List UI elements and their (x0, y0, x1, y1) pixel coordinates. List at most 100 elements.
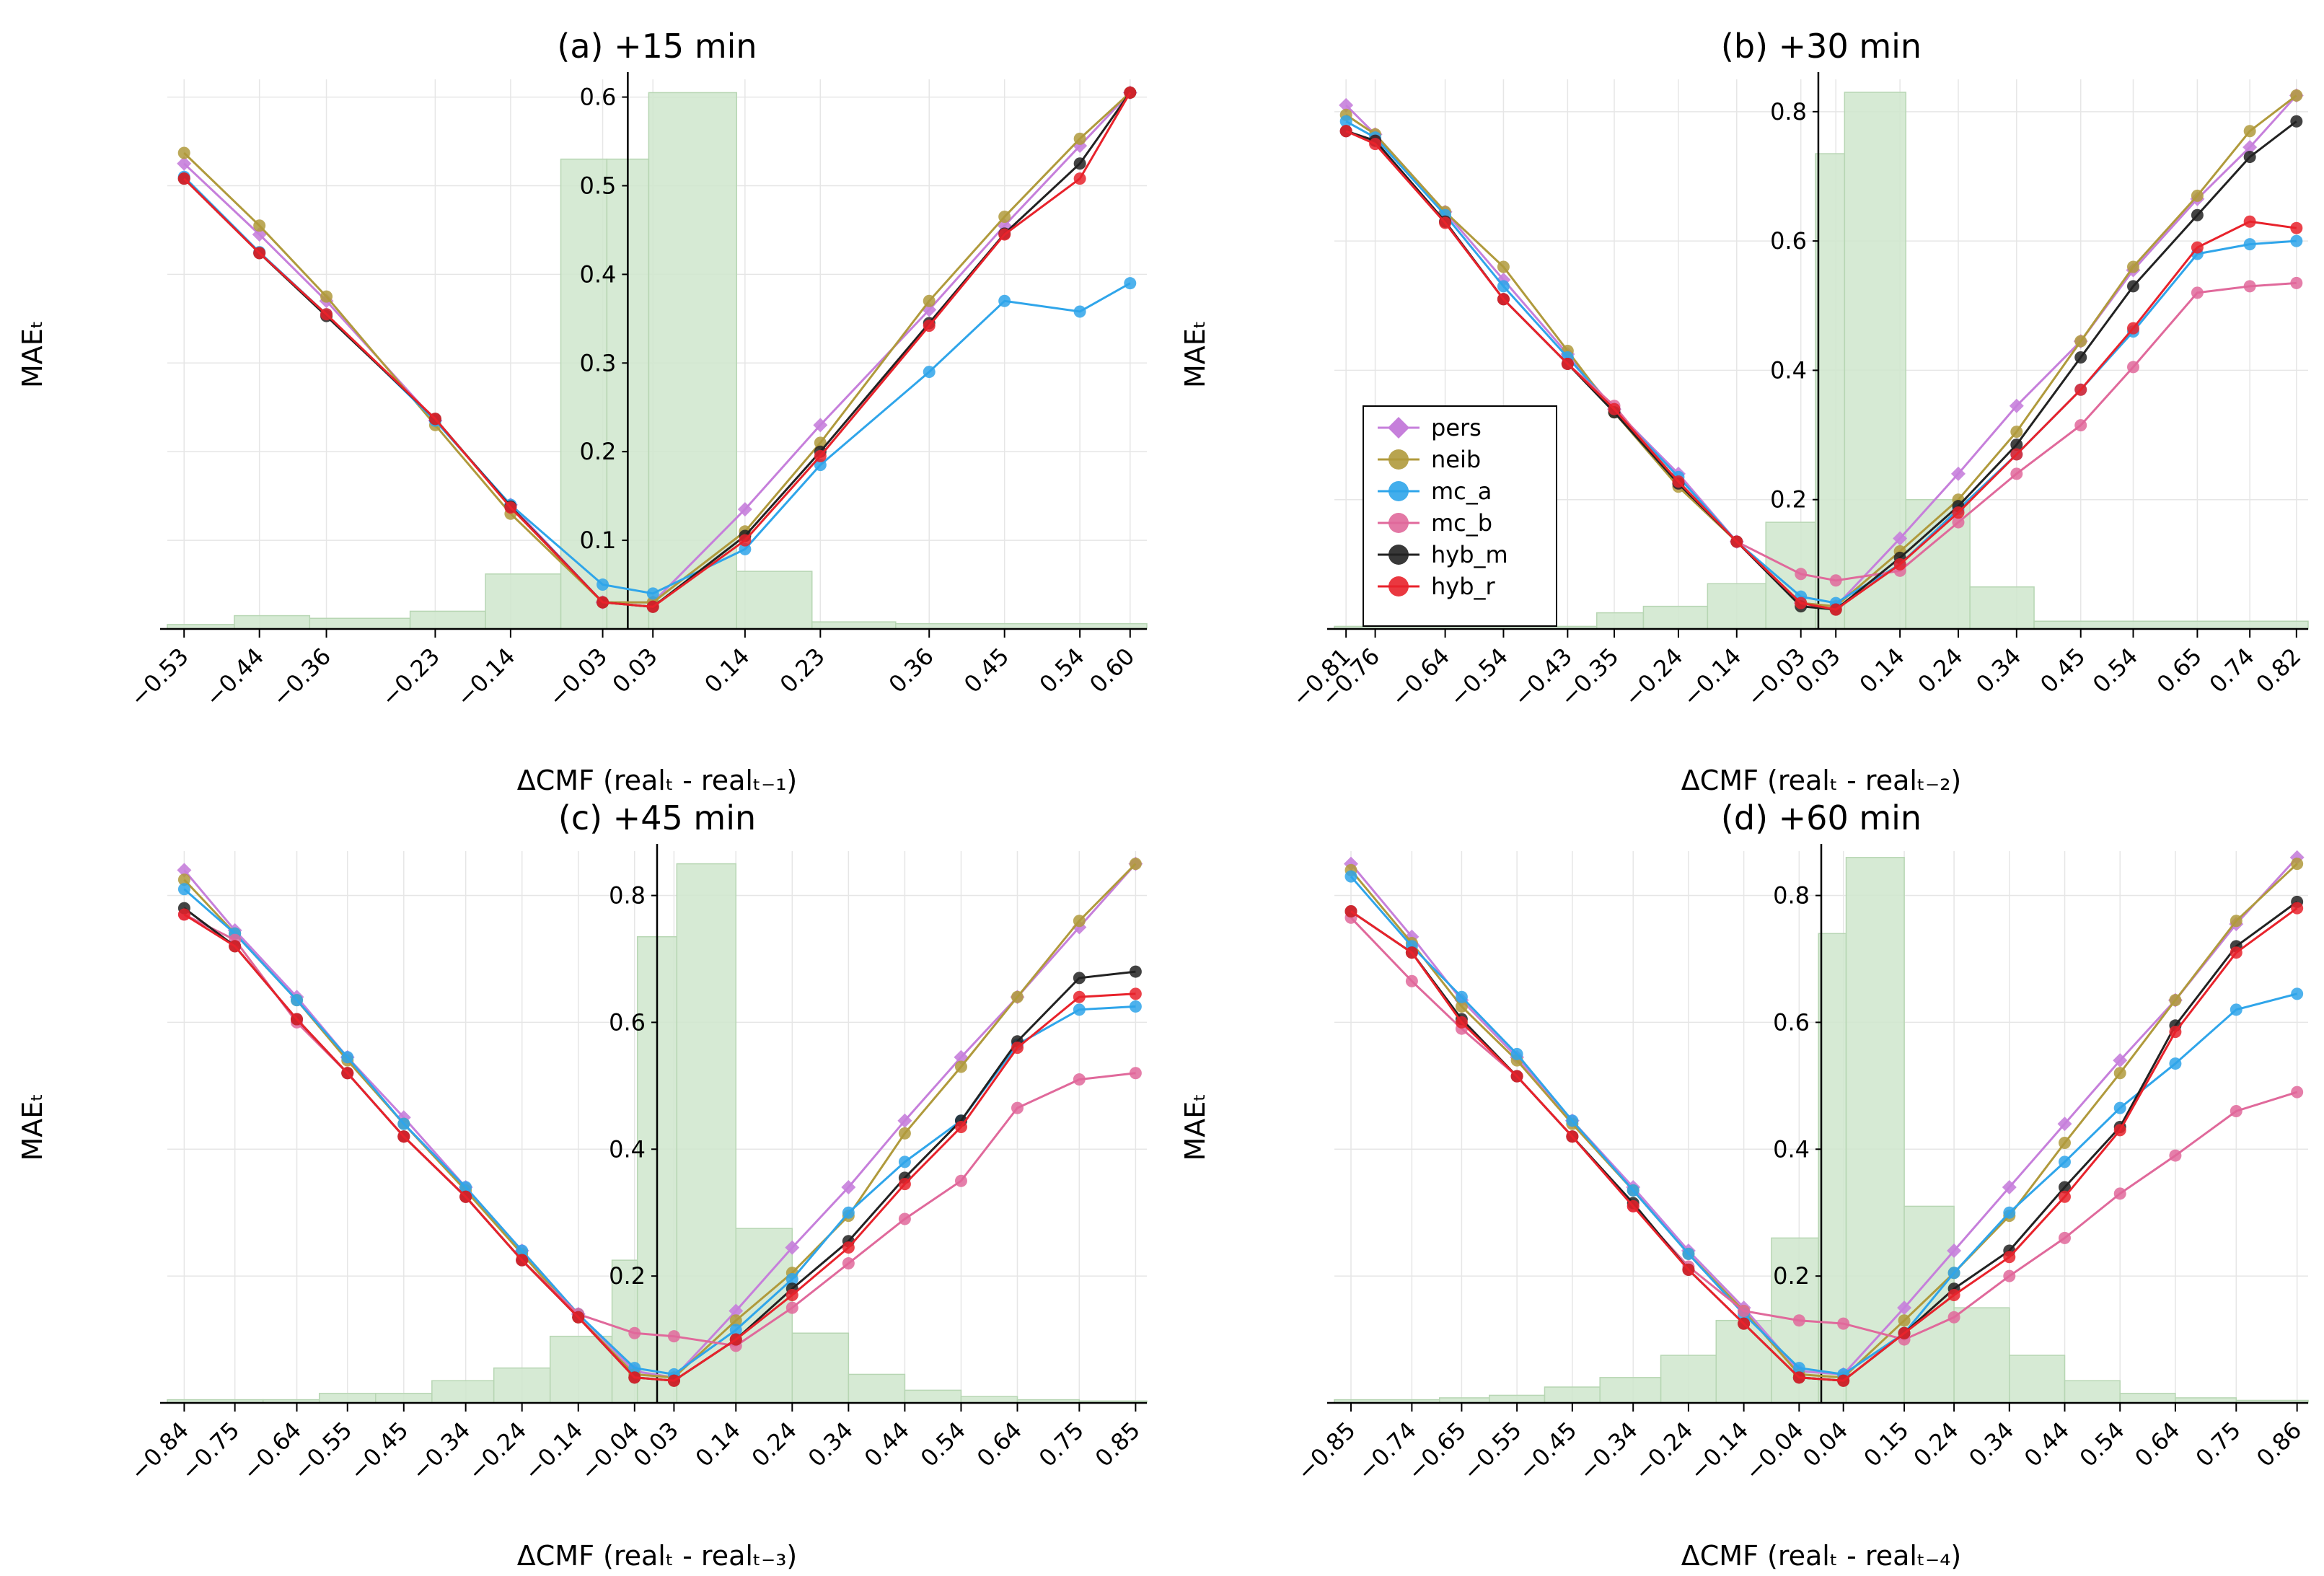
data-point-hyb_r (2059, 1190, 2071, 1203)
data-point-hyb_r (459, 1190, 472, 1203)
data-point-pers (1947, 1243, 1962, 1258)
data-point-mc_a (814, 459, 827, 472)
data-point-mc_b (2126, 361, 2139, 374)
data-point-hyb_r (814, 449, 827, 462)
series-line-mc_a (1350, 876, 2298, 1375)
y-tick-label: 0.8 (609, 882, 646, 910)
data-point-pers (2009, 398, 2024, 413)
y-tick-label: 0.6 (1770, 227, 1807, 255)
data-point-neib (253, 219, 266, 232)
x-tick-label: 0.03 (628, 1417, 684, 1472)
data-point-mc_a (898, 1155, 911, 1168)
data-point-hyb_r (729, 1333, 742, 1346)
data-point-mc_b (785, 1301, 798, 1314)
data-point-mc_b (2191, 286, 2204, 299)
panel-b: 0.20.40.60.8−0.81−0.76 −0.64−0.54−0.43−0.… (1179, 27, 2309, 796)
data-point-hyb_r (2191, 241, 2204, 254)
data-point-hyb_r (842, 1241, 855, 1254)
data-point-hyb_r (1730, 535, 1743, 548)
data-point-mc_a (397, 1117, 410, 1130)
data-point-pers (1950, 466, 1966, 481)
x-tick-label: 0.34 (803, 1417, 858, 1472)
data-point-mc_a (1566, 1114, 1579, 1127)
data-point-hyb_m (1073, 972, 1086, 985)
histogram-bar (2064, 1380, 2121, 1404)
data-point-pers (2242, 140, 2258, 155)
data-point-hyb_r (2003, 1251, 2016, 1264)
series-hyb_r (177, 86, 1137, 613)
x-tick-label: −0.24 (462, 1417, 532, 1486)
data-point-mc_a (516, 1244, 529, 1257)
data-point-hyb_r (646, 600, 659, 613)
histogram-bar (234, 615, 311, 630)
data-point-pers (177, 156, 192, 171)
data-point-hyb_r (628, 1371, 641, 1384)
data-point-hyb_r (1682, 1263, 1695, 1276)
data-point-hyb_r (2169, 1026, 2182, 1039)
legend: pers neib mc_a mc_b hyb_m hyb_r (1363, 405, 1557, 627)
data-point-mc_a (646, 587, 659, 600)
x-tick-label: 0.86 (2251, 1417, 2307, 1472)
data-point-hyb_r (1627, 1199, 1639, 1212)
data-point-hyb_r (1829, 603, 1842, 616)
data-point-hyb_r (1073, 990, 1086, 1003)
data-point-neib (998, 211, 1011, 223)
x-tick-label: 0.54 (1034, 643, 1090, 698)
data-point-mc_a (1682, 1247, 1695, 1260)
data-point-mc_a (1497, 280, 1510, 293)
histogram (1334, 857, 2309, 1404)
data-point-neib (954, 1060, 967, 1073)
data-point-hyb_r (597, 596, 609, 609)
data-point-mc_a (341, 1051, 354, 1064)
data-point-pers (2113, 1053, 2128, 1068)
data-point-mc_b (2003, 1269, 2016, 1282)
x-tick-label: 0.36 (884, 643, 939, 698)
data-point-mc_a (1129, 1000, 1142, 1013)
histogram-bar (1815, 153, 1846, 630)
legend-label-pers: pers (1431, 414, 1482, 441)
data-point-neib (729, 1314, 742, 1327)
data-point-hyb_m (2290, 115, 2303, 128)
series-line-neib (183, 863, 1137, 1379)
y-tick-label: 0.4 (609, 1135, 646, 1163)
x-tick-label: 0.14 (699, 643, 754, 698)
histogram-bar (1845, 857, 1905, 1404)
y-tick-label: 0.2 (609, 1262, 646, 1290)
data-point-neib (320, 290, 333, 303)
data-point-hyb_r (1608, 402, 1621, 415)
data-point-neib (2230, 915, 2242, 928)
data-point-hyb_r (320, 308, 333, 321)
data-point-neib (2126, 260, 2139, 273)
data-point-neib (2059, 1136, 2071, 1149)
data-point-hyb_r (923, 320, 936, 333)
x-tick-label: 0.74 (2204, 643, 2260, 698)
x-tick-label: −0.45 (1513, 1417, 1582, 1486)
data-point-mc_a (597, 578, 609, 591)
x-tick-label: −0.55 (1458, 1417, 1527, 1486)
histogram-bar (1953, 1307, 2010, 1404)
data-point-hyb_r (1405, 946, 1418, 959)
x-axis-label: ΔCMF (realₜ - realₜ₋₁) (517, 765, 798, 796)
x-tick-label: −0.85 (1291, 1417, 1360, 1486)
data-point-mc_b (1795, 568, 1808, 581)
histogram-bar (375, 1393, 433, 1404)
data-point-neib (1073, 915, 1086, 928)
histogram-bar (1489, 1394, 1546, 1404)
data-point-hyb_r (2113, 1124, 2126, 1137)
histogram-bar (560, 158, 608, 630)
data-point-mc_a (291, 994, 304, 1007)
data-point-hyb_r (785, 1289, 798, 1302)
data-point-hyb_r (1369, 138, 1382, 151)
data-point-pers (1897, 1300, 1912, 1316)
data-point-mc_a (459, 1181, 472, 1194)
y-axis-label: MAEₜ (1179, 1093, 1211, 1161)
chart-title: (d) +60 min (1721, 798, 1922, 837)
data-point-hyb_r (516, 1254, 529, 1267)
x-tick-label: 0.85 (1090, 1417, 1145, 1472)
histogram-bar (648, 92, 738, 630)
data-point-hyb_r (2126, 322, 2139, 335)
data-point-mc_b (842, 1257, 855, 1270)
data-point-mc_b (1837, 1317, 1850, 1330)
x-tick-label: −0.53 (125, 643, 194, 712)
x-tick-label: 0.34 (1971, 643, 2026, 698)
